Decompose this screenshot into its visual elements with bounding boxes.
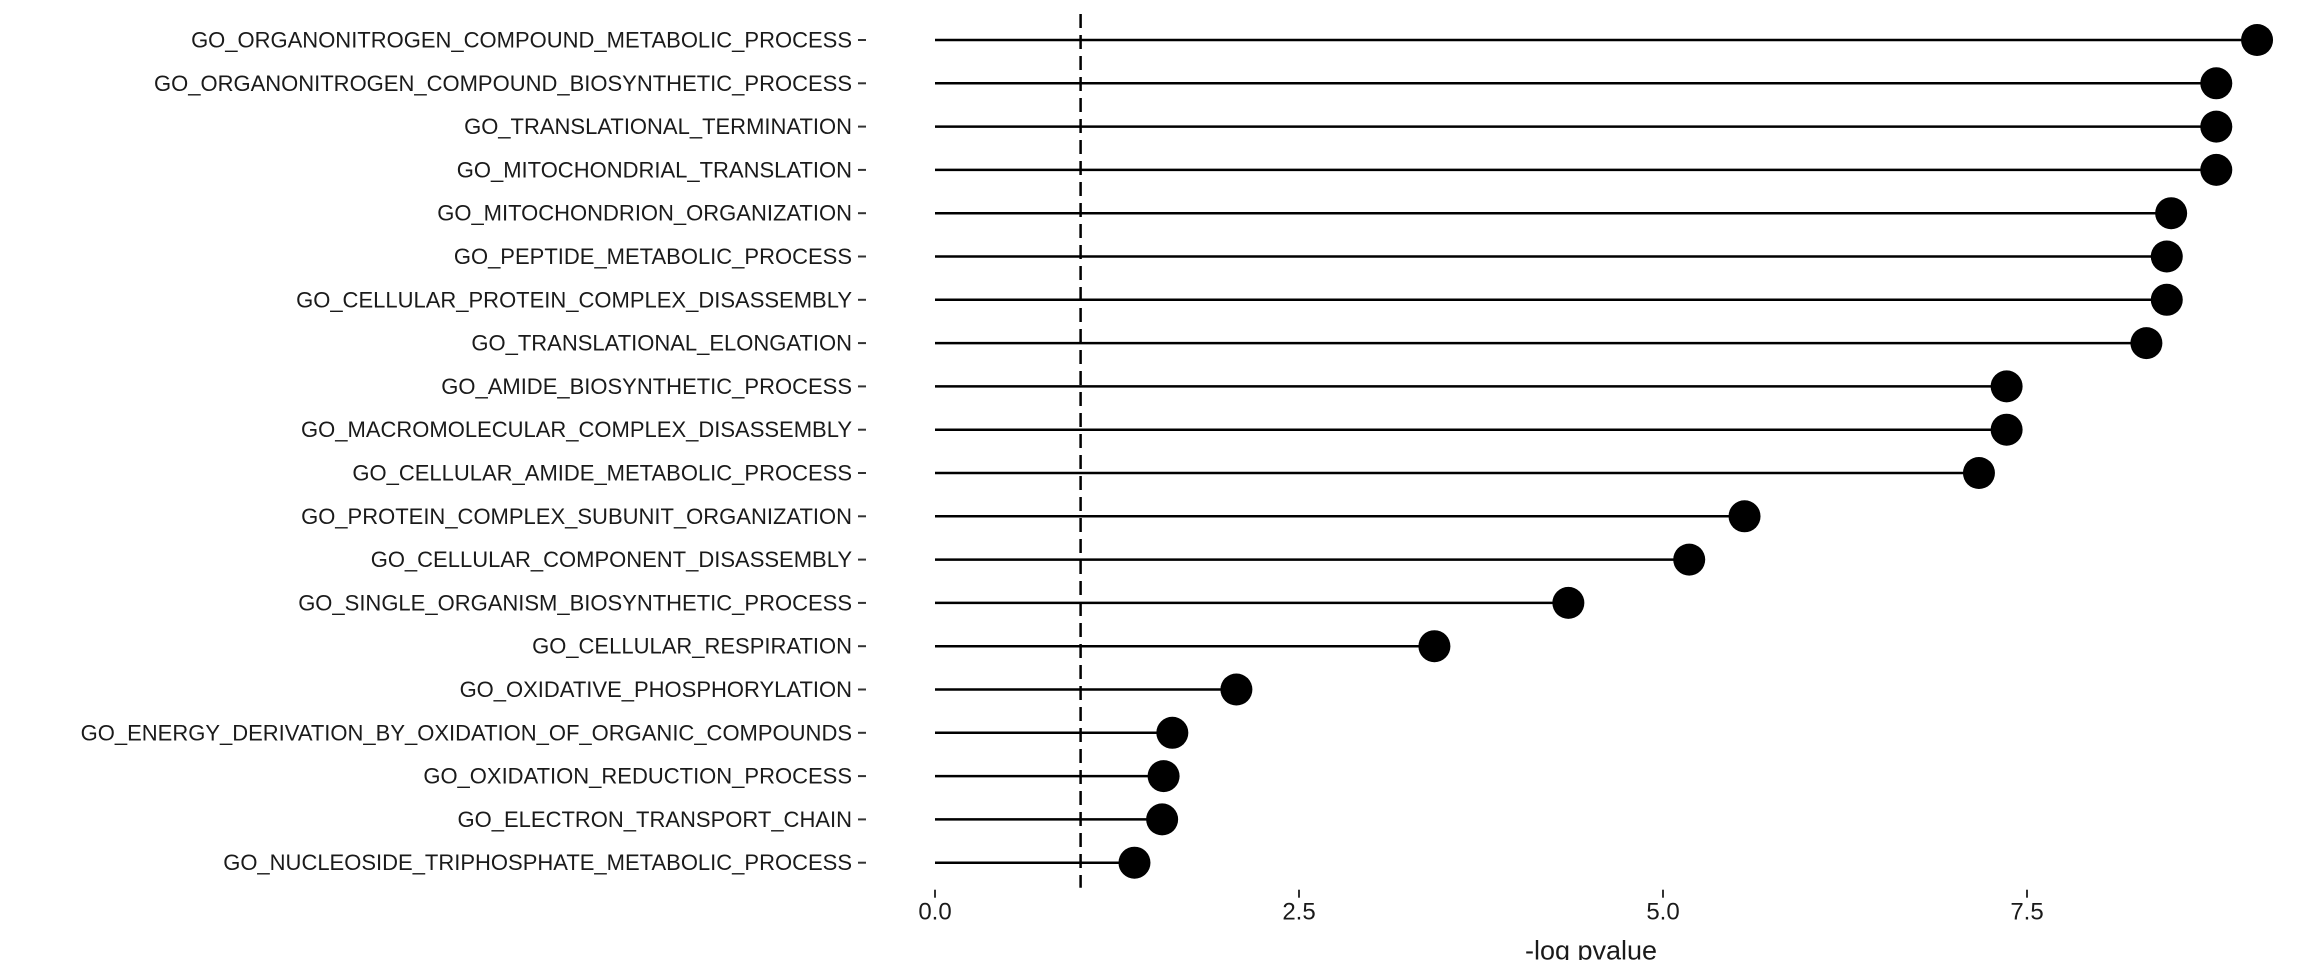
category-label: GO_MITOCHONDRION_ORGANIZATION: [437, 201, 852, 226]
data-point: [1156, 716, 1189, 749]
data-point: [2150, 240, 2183, 273]
x-tick-label: 7.5: [2010, 899, 2043, 926]
x-axis-title: -log pvalue: [1525, 936, 1657, 960]
category-label: GO_ELECTRON_TRANSPORT_CHAIN: [458, 807, 852, 832]
data-point: [2130, 327, 2163, 360]
data-point: [2200, 67, 2233, 100]
category-label: GO_CELLULAR_AMIDE_METABOLIC_PROCESS: [352, 461, 852, 486]
category-label: GO_NUCLEOSIDE_TRIPHOSPHATE_METABOLIC_PRO…: [223, 850, 852, 875]
data-point: [1962, 457, 1995, 489]
data-point: [1552, 586, 1585, 619]
category-label: GO_TRANSLATIONAL_TERMINATION: [464, 114, 852, 139]
category-label: GO_CELLULAR_COMPONENT_DISASSEMBLY: [371, 547, 853, 572]
data-point: [1990, 413, 2023, 446]
x-tick-label: 5.0: [1646, 899, 1679, 926]
category-label: GO_ORGANONITROGEN_COMPOUND_BIOSYNTHETIC_…: [154, 71, 852, 96]
data-point: [1147, 760, 1180, 793]
x-tick-label: 2.5: [1282, 899, 1315, 926]
data-point: [1728, 500, 1761, 533]
data-point: [2200, 110, 2233, 143]
category-label: GO_OXIDATIVE_PHOSPHORYLATION: [460, 677, 852, 702]
category-label: GO_SINGLE_ORGANISM_BIOSYNTHETIC_PROCESS: [298, 590, 852, 615]
data-point: [1418, 630, 1451, 663]
data-point: [1220, 673, 1253, 706]
data-point: [1146, 803, 1179, 836]
category-label: GO_ORGANONITROGEN_COMPOUND_METABOLIC_PRO…: [191, 28, 852, 53]
category-label: GO_CELLULAR_PROTEIN_COMPLEX_DISASSEMBLY: [296, 287, 852, 312]
category-label: GO_OXIDATION_REDUCTION_PROCESS: [423, 764, 852, 789]
data-point: [2150, 283, 2183, 316]
category-label: GO_MITOCHONDRIAL_TRANSLATION: [457, 157, 852, 182]
data-point: [2155, 197, 2188, 230]
data-point: [1673, 543, 1706, 576]
data-point: [2200, 153, 2233, 186]
category-label: GO_AMIDE_BIOSYNTHETIC_PROCESS: [441, 374, 852, 399]
category-label: GO_PROTEIN_COMPLEX_SUBUNIT_ORGANIZATION: [301, 504, 852, 529]
category-label: GO_PEPTIDE_METABOLIC_PROCESS: [454, 244, 852, 269]
category-label: GO_MACROMOLECULAR_COMPLEX_DISASSEMBLY: [301, 417, 852, 442]
category-label: GO_TRANSLATIONAL_ELONGATION: [471, 331, 852, 356]
data-point: [1990, 370, 2023, 403]
data-point: [1118, 846, 1151, 879]
category-label: GO_CELLULAR_RESPIRATION: [532, 634, 852, 659]
data-point: [2241, 24, 2274, 56]
x-tick-label: 0.0: [918, 899, 951, 926]
category-label: GO_ENERGY_DERIVATION_BY_OXIDATION_OF_ORG…: [81, 720, 852, 745]
